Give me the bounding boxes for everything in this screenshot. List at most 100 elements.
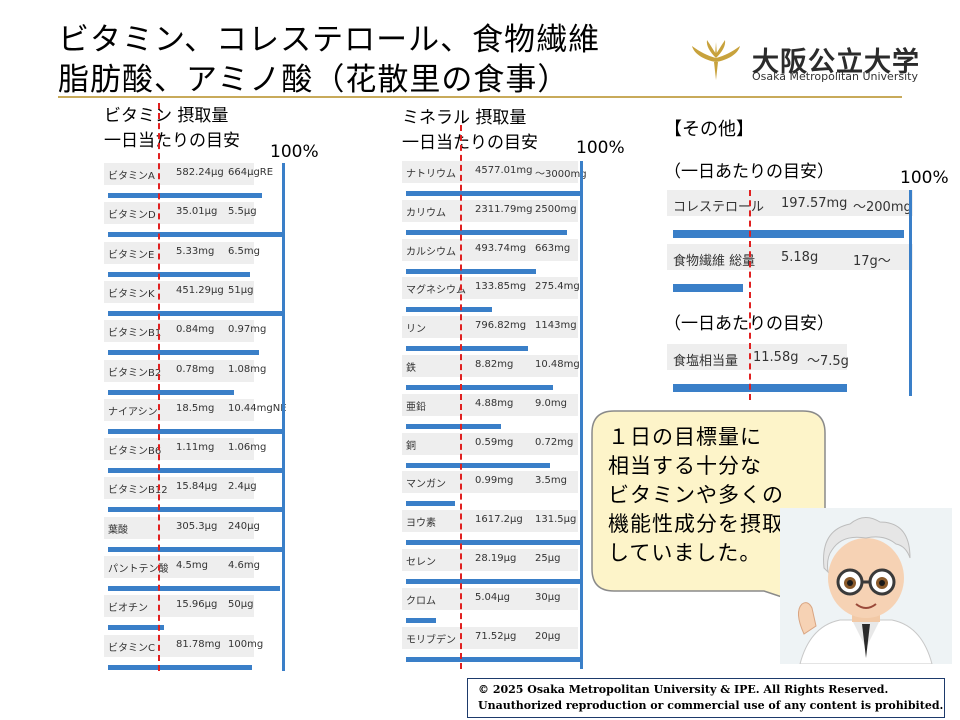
nutrient-target: 663mg	[535, 242, 571, 254]
nutrient-target: 0.97mg	[228, 324, 267, 336]
nutrient-target: 240μg	[228, 520, 260, 532]
vitamins-heading-2: 一日当たりの目安	[104, 131, 240, 151]
nutrient-row: ビタミンD 35.01μg 5.5μg	[104, 202, 257, 225]
ginkgo-leaf-icon	[692, 40, 740, 80]
intake-bar	[108, 507, 283, 513]
other-nutrient-target: 17g～	[853, 254, 891, 269]
nutrient-target: 50μg	[228, 599, 254, 611]
other-nutrient-intake: 11.58g	[753, 350, 799, 365]
nutrient-row: モリブデン 71.52μg 20μg	[402, 626, 578, 649]
nutrient-intake: 5.04μg	[475, 591, 510, 603]
threshold-dashed-line	[158, 103, 160, 671]
nutrient-name: カルシウム	[406, 246, 456, 258]
nutrient-row: マグネシウム 133.85mg 275.4mg	[402, 277, 580, 300]
intake-bar	[108, 586, 280, 591]
university-logo-name: 大阪公立大学	[752, 47, 920, 78]
nutrient-name: 銅	[406, 440, 416, 452]
intake-bar	[108, 232, 283, 238]
nutrient-intake: 5.33mg	[176, 245, 215, 257]
nutrient-row: ビタミンE 5.33mg 6.5mg	[104, 241, 260, 264]
nutrient-target: 9.0mg	[535, 397, 567, 409]
nutrient-name: 葉酸	[108, 524, 128, 536]
nutrient-row: ビタミンC 81.78mg 100mg	[104, 634, 263, 657]
nutrient-intake: 18.5mg	[176, 402, 215, 414]
nutrient-target: 100mg	[228, 638, 264, 650]
nutrient-row: ビタミンB1 0.84mg 0.97mg	[104, 320, 266, 343]
nutrient-name: ビタミンB12	[108, 485, 168, 497]
nutrient-row: ヨウ素 1617.2μg 131.5μg	[402, 510, 578, 533]
other-nutrient-intake: 197.57mg	[781, 196, 848, 211]
nutrient-target: 275.4mg	[535, 281, 580, 293]
nutrient-name: ビタミンC	[108, 642, 155, 654]
other-nutrient-name: 食塩相当量	[673, 354, 739, 369]
copyright-line-2: Unauthorized reproduction or commercial …	[478, 699, 944, 712]
other-intake-bar	[673, 284, 743, 292]
nutrient-name: ビタミンB2	[108, 367, 162, 379]
target-100-line	[580, 161, 583, 669]
copyright-line-1: © 2025 Osaka Metropolitan University & I…	[478, 683, 889, 696]
others-subheading-1: （一日あたりの目安）	[664, 162, 834, 182]
nutrient-name: モリブデン	[406, 634, 456, 646]
intake-bar	[406, 462, 550, 468]
nutrient-row: セレン 28.19μg 25μg	[402, 549, 578, 571]
nutrient-row: ビタミンB12 15.84μg 2.4μg	[104, 477, 257, 500]
vitamins-100-percent-label: 100%	[270, 142, 319, 162]
nutrient-target: 3.5mg	[535, 475, 567, 487]
nutrient-target: 4.6mg	[228, 560, 260, 571]
nutrient-intake: 0.59mg	[475, 436, 514, 448]
intake-bar	[406, 423, 501, 429]
nutrient-name: セレン	[406, 557, 436, 568]
nutrient-intake: 4.5mg	[176, 560, 208, 571]
nutrient-name: カリウム	[406, 207, 446, 219]
intake-bar	[108, 625, 164, 631]
other-nutrient-target: ～200mg	[853, 200, 912, 215]
nutrient-row: ビタミンA 582.24μg 664μgRE	[104, 163, 273, 185]
intake-bar	[108, 271, 250, 277]
intake-bar	[406, 579, 581, 584]
nutrient-target: 0.72mg	[535, 436, 574, 448]
vitamins-heading-1: ビタミン 摂取量	[104, 106, 229, 126]
nutrient-name: マグネシウム	[406, 285, 466, 297]
nutrient-name: 亜鉛	[406, 401, 426, 413]
other-nutrient-name: コレステロール	[673, 200, 765, 215]
others-heading: 【その他】	[664, 119, 754, 140]
copyright-notice: © 2025 Osaka Metropolitan University & I…	[467, 678, 945, 718]
nutrient-intake: 71.52μg	[475, 630, 517, 642]
intake-bar	[406, 540, 581, 546]
nutrient-row: 葉酸 305.3μg 240μg	[104, 516, 260, 539]
intake-bar	[406, 229, 567, 235]
threshold-dashed-line	[460, 125, 462, 669]
nutrient-name: ナトリウム	[406, 169, 456, 180]
other-intake-bar	[673, 384, 847, 392]
nutrient-intake: 451.29μg	[176, 284, 224, 296]
nutrient-intake: 15.96μg	[176, 599, 218, 611]
professor-illustration	[780, 508, 952, 664]
intake-bar	[108, 310, 283, 316]
nutrient-name: ナイアシン	[108, 406, 158, 418]
intake-bar	[406, 385, 553, 390]
nutrient-target: 25μg	[535, 553, 561, 564]
title-underline	[58, 96, 902, 98]
minerals-100-percent-label: 100%	[576, 138, 625, 158]
intake-bar	[108, 428, 283, 434]
others-100-percent-label: 100%	[900, 168, 949, 188]
nutrient-target: 30μg	[535, 591, 561, 603]
nutrient-intake: 305.3μg	[176, 520, 218, 532]
nutrient-name: ヨウ素	[406, 518, 436, 530]
nutrient-row: クロム 5.04μg 30μg	[402, 587, 578, 610]
nutrient-intake: 4577.01mg	[475, 165, 533, 176]
nutrient-target: 5.5μg	[228, 206, 257, 218]
nutrient-row: 亜鉛 4.88mg 9.0mg	[402, 393, 578, 416]
nutrient-row: 鉄 8.82mg 10.48mg	[402, 355, 580, 377]
nutrient-row: ビタミンK 451.29μg 51μg	[104, 280, 254, 303]
nutrient-intake: 35.01μg	[176, 206, 218, 218]
nutrient-intake: 493.74mg	[475, 242, 527, 254]
nutrient-intake: 0.78mg	[176, 363, 215, 375]
nutrient-intake: 81.78mg	[176, 638, 221, 650]
nutrient-intake: 133.85mg	[475, 281, 527, 293]
intake-bar	[108, 193, 262, 198]
nutrient-name: ビタミンA	[108, 171, 155, 182]
nutrient-intake: 15.84μg	[176, 481, 218, 493]
nutrient-intake: 0.99mg	[475, 475, 514, 487]
intake-bar	[406, 191, 581, 196]
